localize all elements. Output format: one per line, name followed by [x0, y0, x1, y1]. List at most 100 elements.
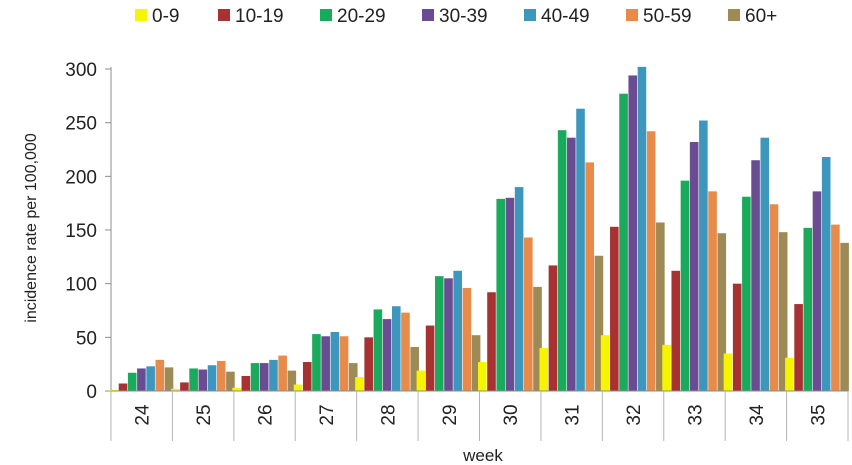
bar: [751, 160, 760, 391]
legend-label: 30-39: [439, 6, 488, 27]
bar: [505, 197, 515, 391]
bar: [785, 357, 794, 391]
legend: 0-9 10-19 20-29 30-39 40-49 50-59 60+: [135, 6, 777, 27]
bar: [680, 180, 690, 391]
bar: [769, 204, 779, 391]
bar: [462, 287, 472, 391]
legend-label: 20-29: [337, 6, 386, 27]
bar: [600, 335, 610, 391]
x-tick-label: 28: [378, 404, 399, 425]
bar: [539, 348, 549, 391]
x-tick-label: 29: [440, 404, 461, 425]
bar: [812, 191, 822, 391]
bar: [803, 227, 813, 391]
bar: [732, 283, 742, 391]
y-axis-title: incidence rate per 100,000: [23, 133, 40, 323]
bar: [312, 334, 321, 391]
legend-swatch: [218, 9, 230, 21]
bar: [840, 242, 849, 391]
bar: [330, 331, 340, 391]
bar: [382, 319, 392, 391]
bar: [232, 387, 241, 391]
bar: [524, 237, 533, 391]
bar: [373, 309, 383, 391]
legend-label: 40-49: [541, 6, 590, 27]
bar: [118, 383, 128, 391]
bar: [355, 377, 364, 391]
bar: [821, 157, 831, 391]
x-tick-label: 31: [563, 404, 584, 425]
legend-label: 60+: [745, 6, 777, 27]
bar: [671, 270, 681, 391]
bar: [339, 336, 349, 391]
x-tick-label: 33: [686, 404, 707, 425]
x-tick-label: 34: [747, 404, 768, 426]
bar: [533, 286, 542, 391]
bar: [471, 335, 481, 391]
bar: [410, 346, 419, 391]
bar: [487, 292, 496, 391]
bar: [287, 370, 297, 391]
x-tick-label: 24: [133, 404, 154, 426]
bar: [189, 368, 198, 391]
bar: [146, 366, 155, 391]
bar: [226, 371, 235, 391]
bar: [391, 306, 401, 391]
bar: [778, 232, 788, 391]
legend-swatch: [135, 9, 147, 21]
bar: [742, 196, 751, 391]
bar: [576, 108, 585, 392]
bar: [401, 312, 410, 391]
bar: [259, 363, 269, 391]
bar: [127, 372, 137, 391]
y-tick-label: 50: [76, 328, 97, 349]
bar: [293, 384, 303, 391]
bar: [619, 93, 628, 391]
bar: [269, 359, 278, 391]
bar: [444, 278, 453, 391]
bar: [610, 226, 619, 391]
x-tick-label: 27: [317, 404, 338, 425]
bar: [302, 362, 312, 391]
x-tick-label: 26: [256, 404, 277, 425]
legend-swatch: [320, 9, 332, 21]
bar: [723, 353, 733, 391]
legend-label: 50-59: [643, 6, 692, 27]
bar: [594, 255, 604, 391]
bar: [198, 369, 208, 391]
x-tick-label: 25: [194, 404, 215, 425]
bar: [548, 265, 558, 391]
y-tick-label: 200: [65, 167, 97, 188]
bar: [567, 137, 576, 391]
y-tick-label: 250: [65, 114, 97, 135]
bar: [425, 325, 435, 391]
bar: [453, 270, 462, 391]
y-tick-label: 100: [65, 275, 97, 296]
bar: [514, 187, 524, 391]
bar: [364, 337, 373, 391]
bar: [699, 120, 708, 392]
bar: [155, 359, 165, 391]
bars: [109, 66, 849, 392]
bar: [180, 382, 189, 391]
bar: [109, 389, 119, 391]
bar: [241, 375, 251, 391]
bar: [278, 355, 287, 391]
bar: [216, 360, 226, 391]
bar: [137, 368, 146, 391]
bar: [250, 363, 260, 391]
bar: [434, 276, 444, 391]
bar: [662, 344, 671, 391]
bar: [557, 130, 567, 391]
bar: [478, 362, 487, 391]
x-tick-label: 35: [808, 404, 829, 425]
bar: [496, 198, 506, 391]
bar: [348, 363, 358, 391]
x-axis: 24 25 26 27 28 29 30 31 32 33 34 35: [110, 390, 849, 441]
bar: [689, 141, 699, 391]
y-axis: 0 50 100 150 200 250 300: [65, 60, 112, 403]
bar: [708, 191, 717, 391]
bar: [321, 336, 330, 391]
y-tick-label: 150: [65, 221, 97, 242]
